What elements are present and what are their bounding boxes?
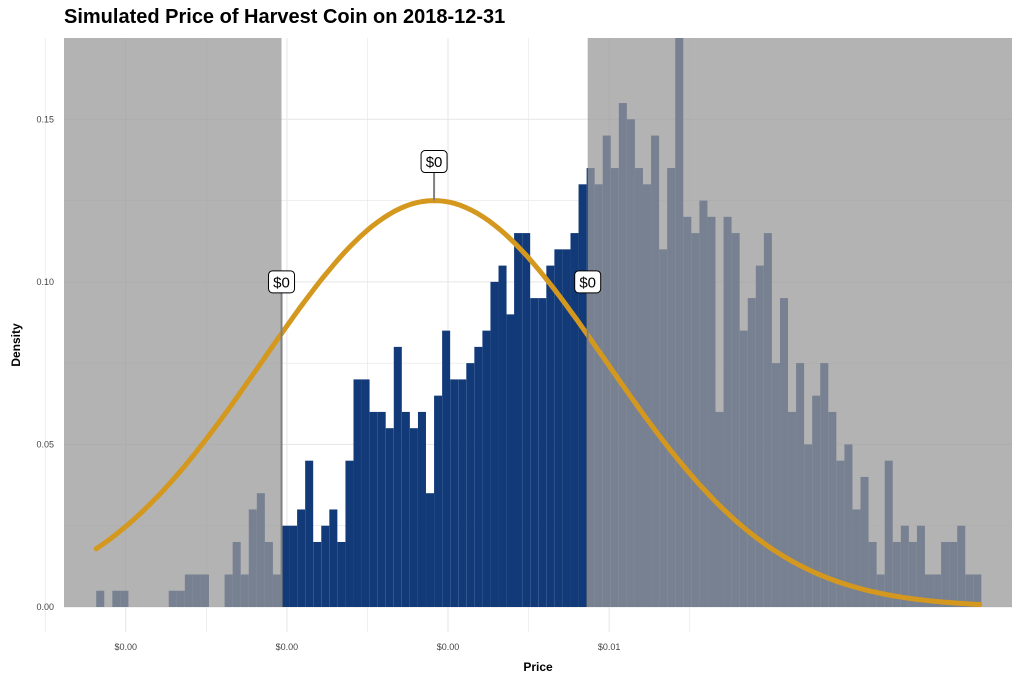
histogram-bar bbox=[466, 363, 475, 607]
histogram-bar bbox=[385, 428, 394, 607]
histogram-bar bbox=[578, 184, 587, 608]
histogram-bar bbox=[297, 509, 306, 607]
x-tick-label: $0.00 bbox=[437, 642, 460, 652]
annotation-box bbox=[268, 270, 296, 294]
y-tick-label: 0.05 bbox=[36, 439, 54, 449]
shaded-tail-region bbox=[587, 38, 1012, 607]
histogram-bar bbox=[345, 460, 354, 607]
histogram-bar bbox=[305, 460, 314, 607]
histogram-bar bbox=[393, 346, 402, 607]
histogram-bar bbox=[369, 411, 378, 607]
shaded-regions bbox=[64, 38, 1012, 607]
histogram-bar bbox=[361, 379, 370, 607]
x-axis-title: Price bbox=[523, 660, 553, 674]
histogram-bar bbox=[562, 249, 571, 608]
histogram-bar bbox=[498, 265, 507, 607]
histogram-bar bbox=[514, 233, 523, 608]
histogram-bar bbox=[313, 541, 322, 607]
chart-title: Simulated Price of Harvest Coin on 2018-… bbox=[64, 6, 506, 28]
axes: 0.00 0.05 0.10 0.15 $0.00 $0.00 $0.00 $0.01 bbox=[36, 114, 620, 652]
shaded-tail-region bbox=[64, 38, 282, 607]
histogram-bar bbox=[490, 281, 499, 607]
histogram-bar bbox=[474, 346, 483, 607]
y-tick-label: 0.00 bbox=[36, 602, 54, 612]
histogram-bar bbox=[329, 509, 338, 607]
annotation-box bbox=[574, 270, 602, 294]
annotation-label: $0 bbox=[273, 274, 290, 291]
histogram-bar bbox=[522, 233, 531, 608]
histogram-bar bbox=[337, 541, 346, 607]
histogram-bar bbox=[506, 314, 515, 607]
histogram-bar bbox=[321, 525, 330, 607]
annotation-label: $0 bbox=[579, 274, 596, 291]
x-tick-label: $0.01 bbox=[598, 642, 621, 652]
y-tick-label: 0.15 bbox=[36, 114, 54, 124]
histogram-bar bbox=[426, 493, 435, 607]
histogram-bar bbox=[530, 298, 539, 607]
annotation-box bbox=[420, 150, 448, 174]
histogram-bar bbox=[409, 428, 418, 607]
histogram-bar bbox=[450, 379, 459, 607]
histogram-bar bbox=[442, 330, 451, 607]
histogram-bar bbox=[417, 411, 426, 607]
histogram-bar bbox=[377, 411, 386, 607]
histogram-bar bbox=[554, 249, 563, 608]
histogram-bar bbox=[538, 298, 547, 607]
histogram-bar bbox=[434, 395, 443, 607]
x-tick-label: $0.00 bbox=[276, 642, 299, 652]
density-curve-layer bbox=[93, 198, 983, 607]
y-tick-label: 0.10 bbox=[36, 277, 54, 287]
x-tick-label: $0.00 bbox=[115, 642, 138, 652]
histogram-bar bbox=[289, 525, 298, 607]
histogram-bar bbox=[401, 411, 410, 607]
histogram-bar bbox=[546, 265, 555, 607]
histogram-bar bbox=[353, 379, 362, 607]
histogram-bar bbox=[458, 379, 467, 607]
annotations: $0 $0 $0 bbox=[268, 150, 602, 607]
annotation-label: $0 bbox=[426, 154, 443, 171]
normal-density-curve bbox=[93, 198, 983, 607]
y-axis-title: Density bbox=[9, 323, 23, 367]
histogram-bar bbox=[570, 233, 579, 608]
histogram-bar bbox=[482, 330, 491, 607]
histogram-bar bbox=[280, 525, 290, 607]
